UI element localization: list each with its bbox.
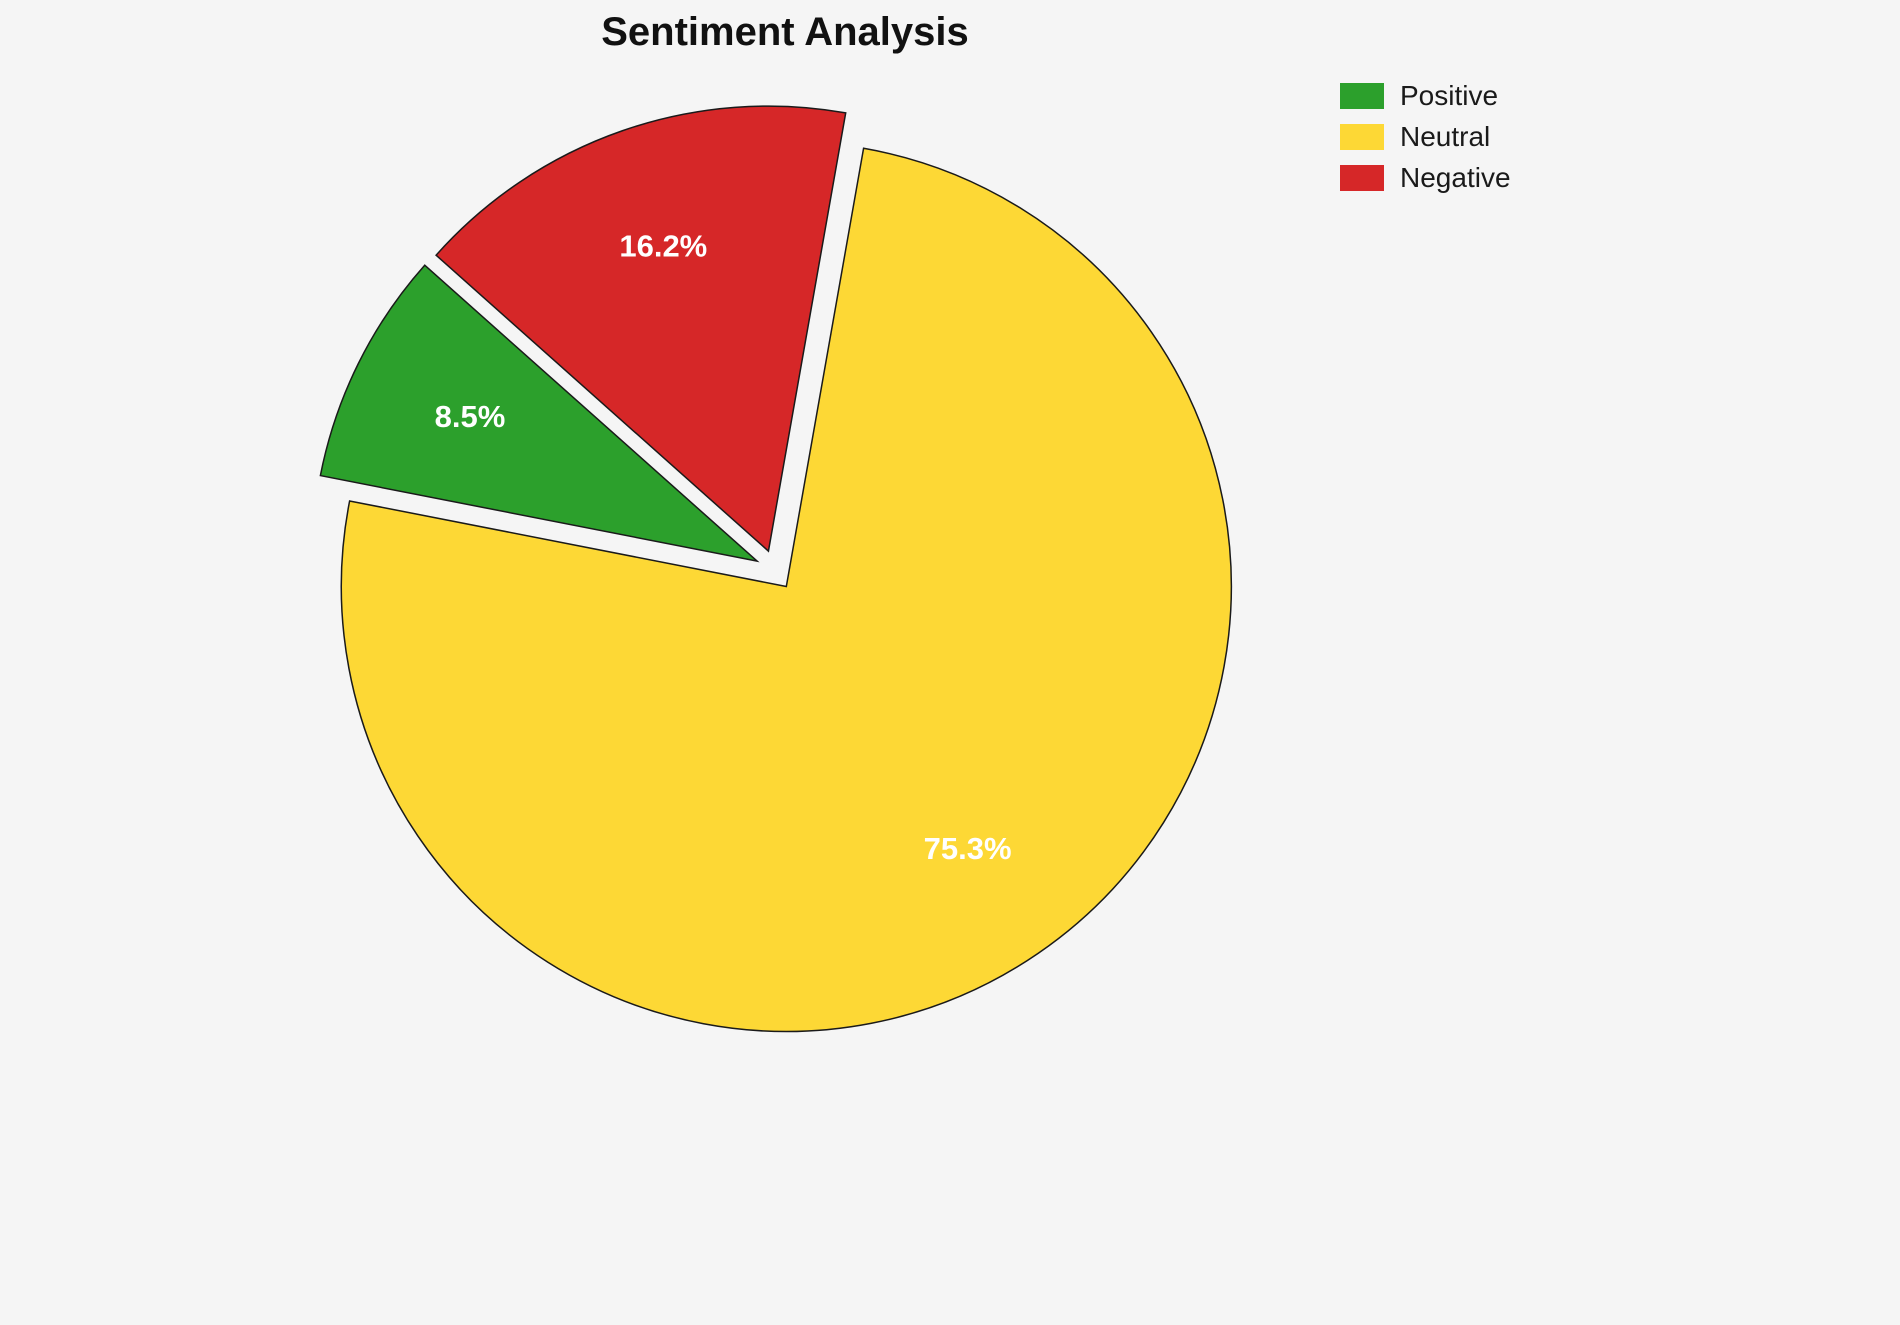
legend-label-negative: Negative — [1400, 162, 1511, 193]
pie-percent-label-neutral: 75.3% — [924, 831, 1012, 866]
legend-swatch-neutral — [1340, 124, 1384, 150]
pie-slice-positive — [319, 264, 760, 563]
legend: Positive Neutral Negative — [1340, 82, 1511, 192]
legend-swatch-positive — [1340, 83, 1384, 109]
legend-label-neutral: Neutral — [1400, 121, 1491, 152]
legend-swatch-negative — [1340, 165, 1384, 191]
pie-percent-label-negative: 16.2% — [619, 229, 707, 264]
legend-label-positive: Positive — [1400, 80, 1499, 111]
pie-slice-neutral — [340, 147, 1233, 1033]
legend-item-neutral: Neutral — [1340, 123, 1511, 151]
legend-item-positive: Positive — [1340, 82, 1511, 110]
chart-title: Sentiment Analysis — [601, 10, 969, 54]
pie-percent-label-positive: 8.5% — [435, 399, 506, 434]
legend-item-negative: Negative — [1340, 164, 1511, 192]
pie-slice-negative — [435, 105, 847, 553]
